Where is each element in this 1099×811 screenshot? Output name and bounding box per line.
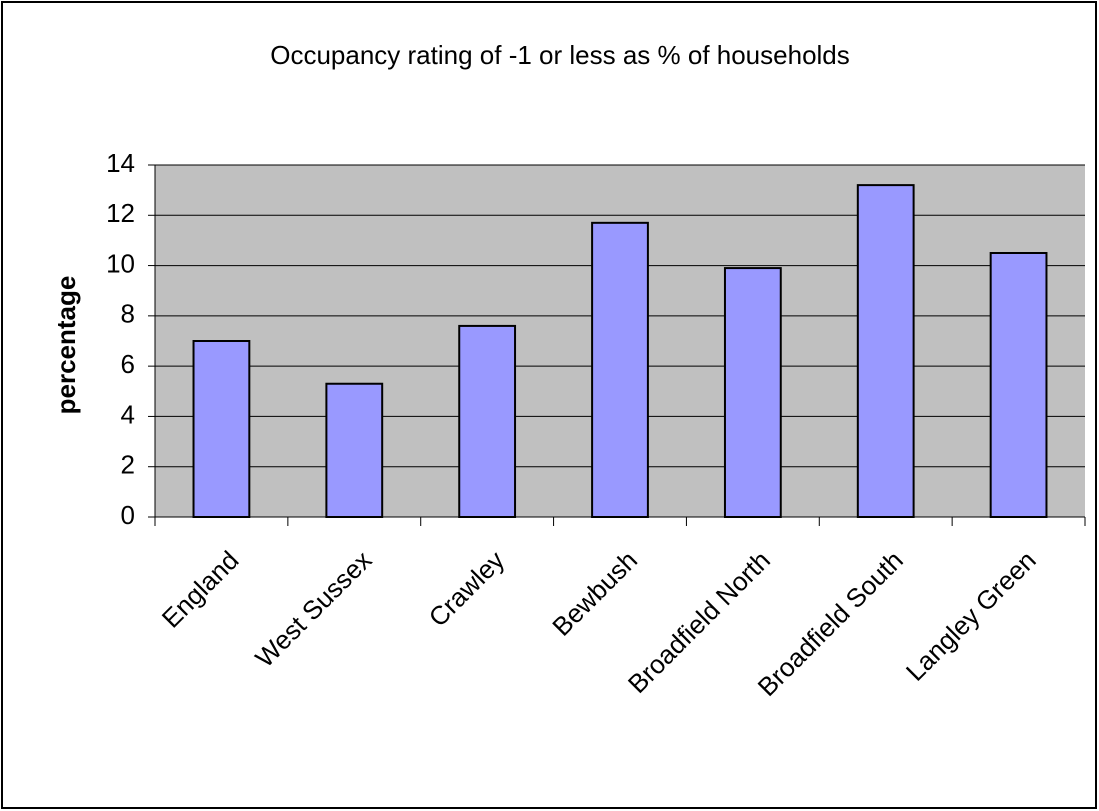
bar — [325, 382, 384, 518]
bar — [856, 184, 915, 518]
y-tick-label: 14 — [106, 148, 135, 178]
bar — [458, 324, 517, 518]
bar — [591, 221, 649, 518]
y-tick-label: 8 — [121, 299, 135, 329]
y-tick-label: 6 — [121, 349, 135, 379]
y-tick-label: 12 — [106, 198, 135, 228]
y-tick-label: 10 — [106, 248, 135, 278]
y-tick-label: 0 — [121, 500, 135, 530]
y-tick-label: 2 — [121, 450, 135, 480]
y-axis-label: percentage — [51, 276, 81, 415]
bar — [192, 340, 251, 518]
chart-title: Occupancy rating of -1 or less as % of h… — [270, 40, 850, 70]
bar — [723, 267, 782, 519]
y-tick-label: 4 — [121, 399, 135, 429]
bar — [989, 252, 1048, 518]
